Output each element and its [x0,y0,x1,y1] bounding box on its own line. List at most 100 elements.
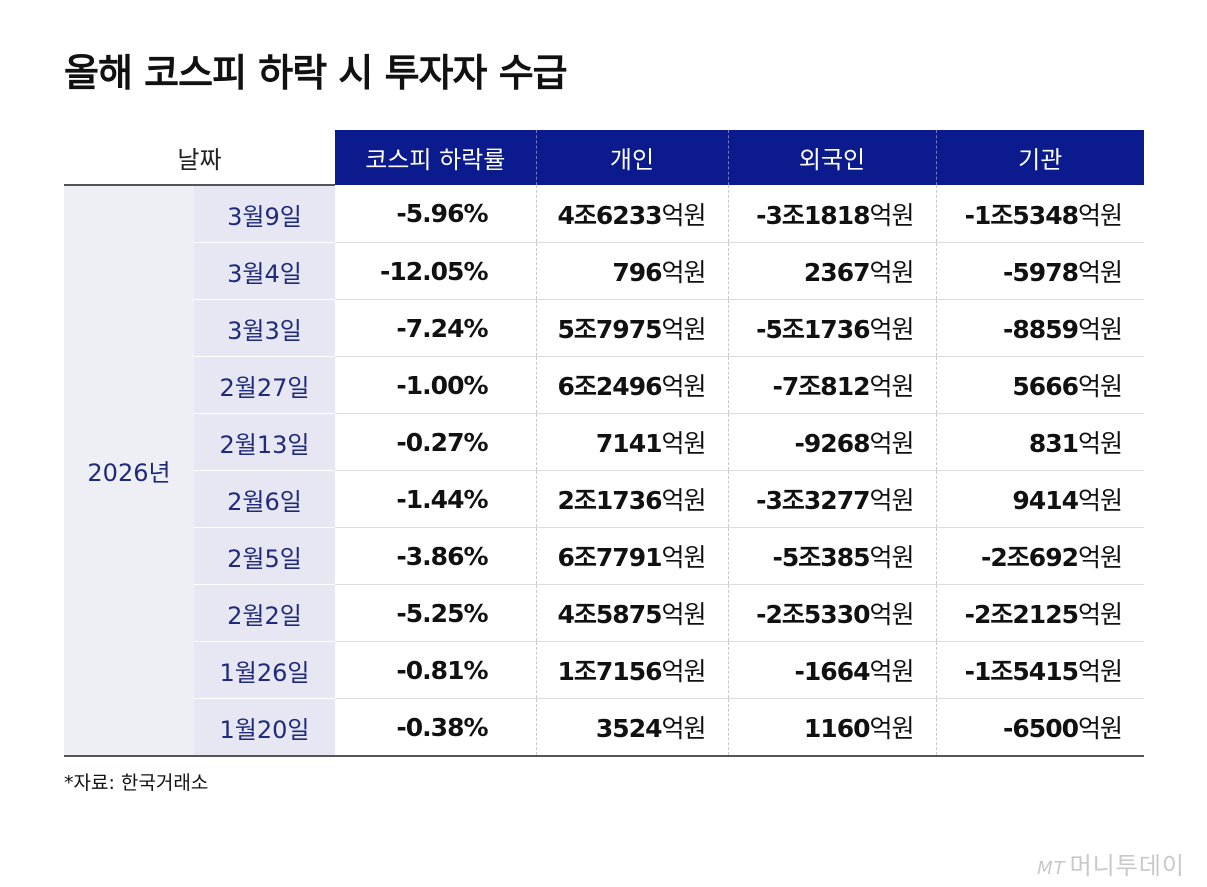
unit-label: 억원 [1078,543,1123,572]
table-row: 2026년 3월9일 -5.96% 4조6233억원 -3조1818억원 -1조5348억… [64,185,1145,757]
institution-value: -6500 [1003,714,1079,743]
unit-label: 억원 [661,486,707,515]
table-row: 2월27일 -1.00% 6조2496억원 -7조812억원 5666억원 [64,356,1145,414]
unit-label: 억원 [661,543,707,572]
table-header-row: 날짜 코스피 하락률 개인 외국인 기관 [64,130,1145,186]
institution-cell: -1조5348억원 [935,185,1145,243]
unit-label: 억원 [661,600,707,629]
date-cell: 3월4일 [194,242,336,300]
individual-cell: 6조7791억원 [535,527,729,585]
date-cell: 2월27일 [194,356,336,414]
decline-cell: -3.86% [335,527,537,585]
header-date: 날짜 [64,130,336,186]
foreign-value: -3조1818 [756,200,870,230]
unit-label: 억원 [869,258,915,287]
logo-mark: MT [1037,858,1066,879]
date-cell: 1월26일 [194,641,336,699]
foreign-cell: -7조812억원 [727,356,937,414]
institution-cell: -2조2125억원 [935,584,1145,642]
institution-cell: -8859억원 [935,299,1145,357]
institution-value: -2조2125 [964,600,1079,629]
foreign-value: -7조812 [772,372,871,401]
institution-value: 9414 [1012,486,1079,515]
foreign-cell: -5조1736억원 [727,299,937,357]
decline-cell: -0.81% [335,641,537,699]
foreign-cell: -3조3277억원 [727,470,937,528]
unit-label: 억원 [869,543,915,572]
unit-label: 억원 [869,486,915,515]
header-decline: 코스피 하락률 [335,130,537,185]
individual-value: 6조7791 [557,543,663,572]
individual-cell: 3524억원 [535,698,729,757]
decline-cell: -1.44% [335,470,537,528]
unit-label: 억원 [1078,372,1123,401]
individual-value: 4조6233 [557,200,663,230]
foreign-value: -9268 [794,429,871,458]
unit-label: 억원 [661,315,707,344]
foreign-value: -1664 [794,657,871,686]
table-row: 1월26일 -0.81% 1조7156억원 -1664억원 -1조5415억원 [64,641,1145,699]
individual-value: 2조1736 [557,486,663,515]
table-row: 2월6일 -1.44% 2조1736억원 -3조3277억원 9414억원 [64,470,1145,528]
unit-label: 억원 [869,657,915,686]
individual-cell: 1조7156억원 [535,641,729,699]
institution-value: -8859 [1003,315,1079,344]
individual-value: 3524 [595,714,663,743]
unit-label: 억원 [1078,657,1123,686]
individual-cell: 796억원 [535,242,729,300]
unit-label: 억원 [1078,714,1123,743]
unit-label: 억원 [1078,258,1123,287]
header-foreign: 외국인 [727,130,937,185]
institution-cell: -2조692억원 [935,527,1145,585]
decline-cell: -5.96% [335,185,537,243]
foreign-cell: -9268억원 [727,413,937,471]
institution-value: -5978 [1003,258,1079,287]
institution-value: 5666 [1012,372,1079,401]
decline-cell: -12.05% [335,242,537,300]
unit-label: 억원 [869,315,915,344]
logo-name: 머니투데이 [1069,852,1185,880]
individual-value: 796 [612,258,662,287]
institution-cell: 5666억원 [935,356,1145,414]
header-institution: 기관 [935,130,1145,185]
decline-cell: -1.00% [335,356,537,414]
table-row: 2월2일 -5.25% 4조5875억원 -2조5330억원 -2조2125억원 [64,584,1145,642]
institution-cell: -1조5415억원 [935,641,1145,699]
unit-label: 억원 [1078,600,1123,629]
institution-cell: -5978억원 [935,242,1145,300]
institution-cell: -6500억원 [935,698,1145,757]
unit-label: 억원 [661,429,707,458]
unit-label: 억원 [869,372,915,401]
table-row: 1월20일 -0.38% 3524억원 1160억원 -6500억원 [64,698,1145,757]
decline-cell: -0.38% [335,698,537,757]
individual-value: 6조2496 [557,372,663,401]
date-cell: 2월5일 [194,527,336,585]
unit-label: 억원 [661,200,707,230]
institution-value: 831 [1028,429,1079,458]
individual-cell: 4조6233억원 [535,185,729,243]
foreign-value: -5조385 [772,543,871,572]
unit-label: 억원 [1078,200,1123,230]
individual-cell: 2조1736억원 [535,470,729,528]
table-row: 2월13일 -0.27% 7141억원 -9268억원 831 억원 [64,413,1145,471]
foreign-cell: 2367억원 [727,242,937,300]
decline-cell: -0.27% [335,413,537,471]
publisher-logo: MT 머니투데이 [1037,846,1185,881]
unit-label: 억원 [661,657,707,686]
chart-title: 올해 코스피 하락 시 투자자 수급 [64,51,568,95]
date-cell: 3월3일 [194,299,336,357]
table-row: 3월4일 -12.05% 796억원 2367억원 -5978억원 [64,242,1145,300]
date-cell: 2월13일 [194,413,336,471]
individual-cell: 7141억원 [535,413,729,471]
foreign-cell: -3조1818억원 [727,185,937,243]
foreign-value: -3조3277 [756,486,870,515]
foreign-cell: 1160억원 [727,698,937,757]
decline-cell: -7.24% [335,299,537,357]
foreign-cell: -5조385억원 [727,527,937,585]
decline-cell: -5.25% [335,584,537,642]
institution-value: -2조692 [981,543,1079,572]
date-cell: 2월6일 [194,470,336,528]
unit-label: 억원 [661,714,707,743]
foreign-cell: -2조5330억원 [727,584,937,642]
institution-cell: 9414억원 [935,470,1145,528]
